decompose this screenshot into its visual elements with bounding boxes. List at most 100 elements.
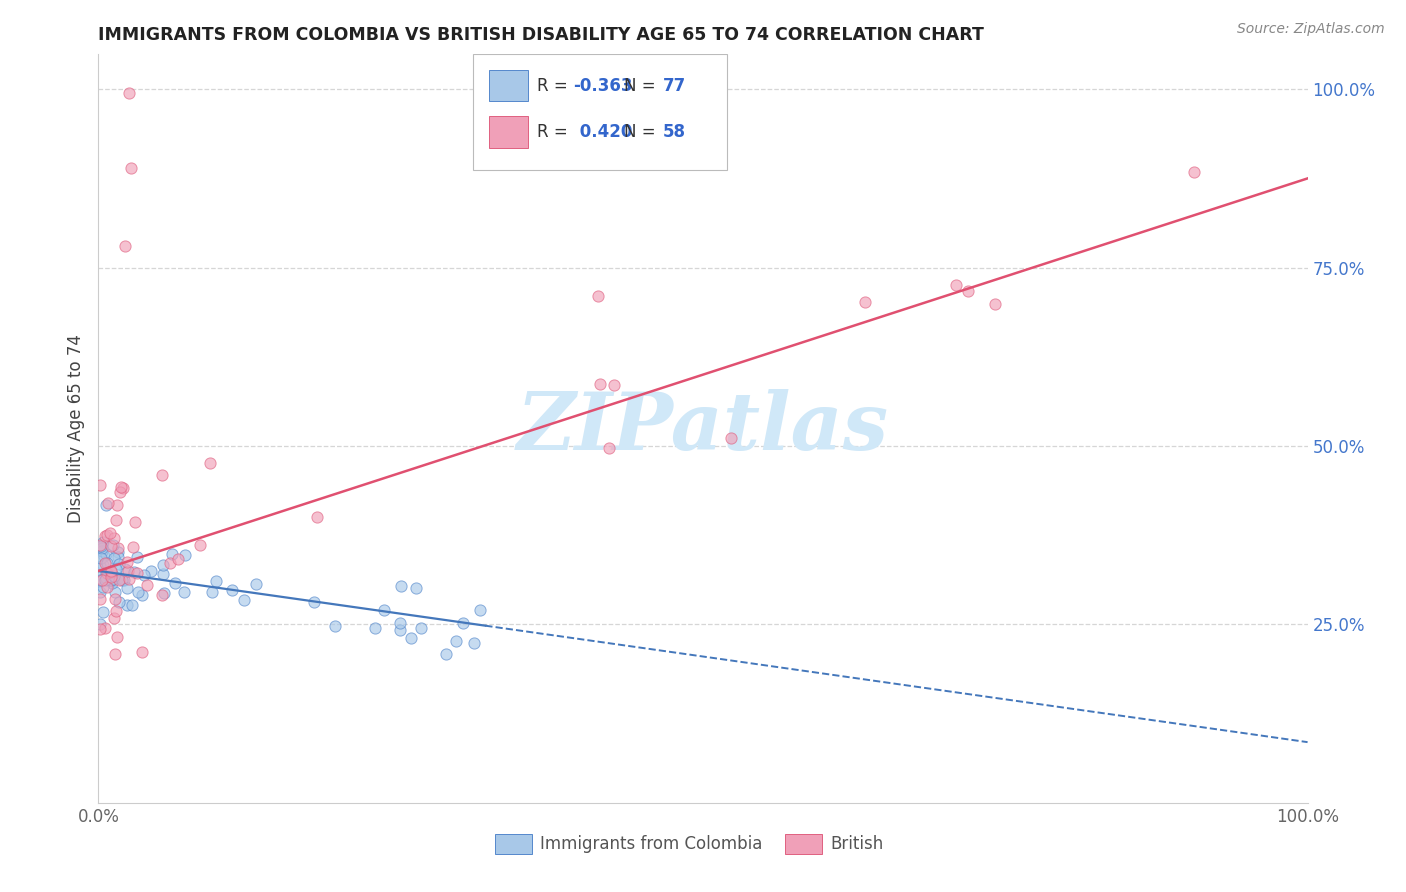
Point [110,480,132,494]
Point [204,574,226,588]
Point [112,573,135,587]
Point [96,556,118,570]
Point [93,529,115,543]
Point [152,558,174,572]
Point [152,566,174,581]
Point [104,562,127,576]
Point [94,556,117,570]
Point [100,574,122,588]
Point [159,556,181,570]
Point [163,576,186,591]
Point [114,562,136,576]
Point [96,571,118,585]
Point [90,543,112,558]
Point [173,584,195,599]
Point [174,549,197,563]
Point [100,565,122,579]
Point [98,526,121,541]
Point [105,630,128,644]
Text: Source: ZipAtlas.com: Source: ZipAtlas.com [1237,22,1385,37]
Point [131,588,153,602]
Point [104,592,127,607]
FancyBboxPatch shape [785,834,823,854]
Point [983,296,1005,310]
Point [96,566,118,580]
Point [114,239,136,253]
Point [603,377,626,392]
Point [720,431,742,445]
Point [103,572,125,586]
Point [89,591,111,606]
Point [364,621,387,635]
Text: 77: 77 [664,77,686,95]
Point [103,611,125,625]
Point [105,513,128,527]
Point [586,289,609,303]
Point [118,86,141,100]
Point [139,565,162,579]
Point [91,580,114,594]
Point [107,571,129,585]
Point [89,538,111,552]
Point [89,558,111,573]
Point [93,549,115,563]
Text: N =: N = [624,77,661,95]
Point [91,558,114,572]
Point [118,573,141,587]
Point [94,547,117,561]
Point [855,295,877,310]
Point [100,576,122,591]
Point [245,576,267,591]
FancyBboxPatch shape [474,54,727,169]
Point [117,564,139,578]
Text: 0.420: 0.420 [574,123,631,141]
Point [89,541,111,555]
Point [121,599,143,613]
Point [107,541,129,555]
Point [150,468,173,483]
Point [115,555,138,569]
Point [111,481,134,495]
Point [94,622,117,636]
Point [127,585,149,599]
Point [305,510,328,524]
Point [411,621,433,635]
Point [111,573,134,587]
Point [91,574,114,588]
Point [96,498,118,512]
Point [108,595,131,609]
FancyBboxPatch shape [495,834,531,854]
Point [97,496,120,510]
Point [96,580,118,594]
Point [89,623,111,637]
Point [167,552,190,566]
Point [107,545,129,559]
Point [373,603,395,617]
FancyBboxPatch shape [489,117,527,148]
Point [198,457,221,471]
Point [89,478,111,492]
Point [91,573,114,587]
Point [188,537,211,551]
Point [389,579,412,593]
Point [160,547,183,561]
Point [94,566,117,581]
Point [107,549,129,564]
Point [101,538,124,552]
Point [127,549,149,564]
Point [451,615,474,630]
Text: Immigrants from Colombia: Immigrants from Colombia [540,835,762,853]
Point [90,539,112,553]
Point [388,616,411,631]
Point [103,531,125,545]
Point [91,568,114,582]
Point [323,619,346,633]
Point [89,584,111,599]
Text: IMMIGRANTS FROM COLOMBIA VS BRITISH DISABILITY AGE 65 TO 74 CORRELATION CHART: IMMIGRANTS FROM COLOMBIA VS BRITISH DISA… [98,26,984,44]
Text: British: British [830,835,883,853]
Point [150,588,173,602]
Point [1184,165,1206,179]
Point [94,573,117,587]
Point [598,442,620,456]
Point [105,498,128,512]
